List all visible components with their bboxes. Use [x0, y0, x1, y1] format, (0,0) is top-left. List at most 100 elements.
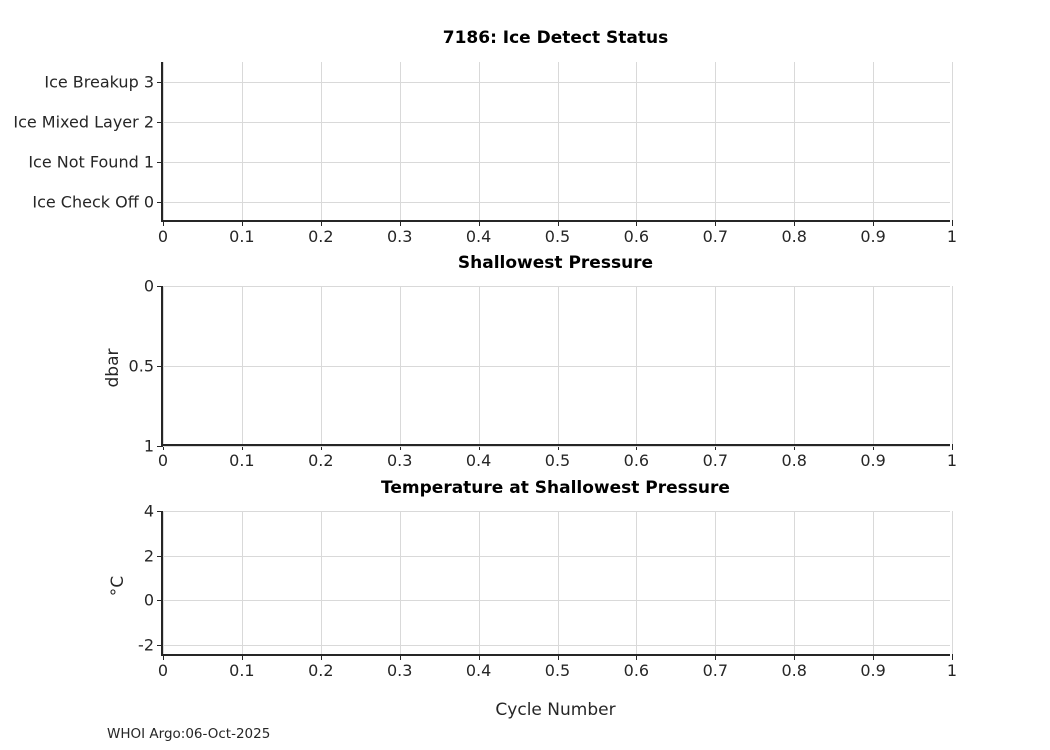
x-axis-tick-label: 0.5 — [544, 661, 571, 680]
plot-area[interactable]: 0 0.1 0.2 0.3 0.4 0.5 0.6 0.7 0.8 0.9 1 Ice Breakup… — [13, 62, 957, 246]
x-axis-tick-label: 0.9 — [860, 451, 886, 470]
x-axis-tick — [399, 220, 401, 226]
x-axis-tick — [320, 654, 322, 660]
x-axis-tick-label: 0.8 — [781, 451, 807, 470]
gridline-vertical — [557, 511, 559, 654]
x-axis-tick — [163, 654, 164, 660]
x-axis-tick-label: 0.1 — [229, 661, 255, 680]
x-axis-tick-label: 0.5 — [544, 227, 571, 246]
y-axis-tick-label: 2 — [143, 546, 154, 566]
y-axis-tick-label: 0 — [143, 276, 154, 296]
x-axis-tick — [241, 654, 243, 660]
x-axis-tick-label: 0.2 — [308, 451, 334, 470]
gridline-vertical — [163, 62, 164, 220]
x-axis-tick — [636, 444, 638, 450]
chart-panel-ice-detect-status: 7186: Ice Detect Status 0 0.1 0.2 0.3 0.4 0.5… — [13, 28, 957, 246]
x-axis-tick-label: 0.9 — [860, 227, 886, 246]
gridline-horizontal — [163, 644, 950, 646]
y-axis-tick-label: -2 — [138, 635, 154, 655]
x-axis-tick-label: 0.5 — [544, 451, 571, 470]
x-axis-tick-label: 0.4 — [465, 661, 492, 680]
gridline-horizontal — [163, 555, 950, 557]
gridline-vertical — [320, 62, 322, 220]
x-axis-tick-label: 0.6 — [623, 661, 650, 680]
gridline-vertical — [557, 286, 559, 444]
gridline-vertical — [873, 286, 875, 444]
gridline-horizontal — [163, 122, 950, 123]
gridline-horizontal — [163, 366, 950, 367]
x-axis-tick — [873, 654, 875, 660]
gridline-vertical — [636, 62, 638, 220]
gridline-horizontal — [163, 162, 950, 163]
x-axis-tick — [399, 654, 401, 660]
x-axis-tick — [873, 220, 875, 226]
x-axis-tick-label: 1 — [946, 451, 958, 470]
y-axis-tick-label: 0.5 — [128, 356, 154, 376]
plot-area[interactable]: 0 0.1 0.2 0.3 0.4 0.5 0.6 0.7 0.8 0.9 1 0 0.5 1 — [129, 277, 958, 471]
y-axis-tick-label: Ice Breakup 3 — [44, 72, 154, 92]
x-axis-tick-label: 0.4 — [465, 451, 492, 470]
plot-area[interactable]: 0 0.1 0.2 0.3 0.4 0.5 0.6 0.7 0.8 0.9 1 4 2 0 -2 — [138, 502, 957, 681]
x-axis-tick — [952, 654, 953, 660]
gridline-vertical — [399, 286, 401, 444]
x-axis-tick-label: 0.8 — [781, 227, 807, 246]
x-axis-tick — [241, 444, 243, 450]
x-axis-tick-label: 0.7 — [702, 451, 729, 470]
gridline-vertical — [399, 511, 401, 654]
gridline-vertical — [163, 511, 164, 654]
x-axis-tick-label: 0.4 — [465, 227, 492, 246]
x-axis-tick — [557, 220, 559, 226]
gridline-vertical — [794, 286, 796, 444]
x-axis-tick-label: 0 — [157, 451, 169, 470]
figure-footer: WHOI Argo:06-Oct-2025 — [107, 726, 271, 742]
x-axis-tick-label: 0.9 — [860, 661, 886, 680]
x-axis-tick-label: 0.3 — [386, 451, 413, 470]
y-axis-tick-label: Ice Not Found 1 — [28, 152, 154, 172]
gridline-vertical — [636, 286, 638, 444]
y-axis-tick — [157, 82, 163, 83]
y-axis-tick — [157, 600, 163, 602]
x-axis-tick — [163, 220, 164, 226]
x-axis-tick — [557, 654, 559, 660]
x-axis-tick-label: 0.6 — [623, 451, 650, 470]
gridline-vertical — [241, 511, 243, 654]
x-axis-tick — [163, 444, 164, 450]
x-axis-label: Cycle Number — [495, 700, 616, 720]
gridline-vertical — [715, 286, 717, 444]
y-axis-tick — [157, 162, 163, 163]
x-axis-tick-label: 0.2 — [308, 661, 334, 680]
x-axis-tick-label: 0 — [157, 661, 169, 680]
x-axis-tick — [794, 654, 796, 660]
gridline-vertical — [636, 511, 638, 654]
x-axis-tick — [794, 220, 796, 226]
x-axis-tick-label: 0.7 — [702, 227, 729, 246]
y-axis-tick — [157, 446, 163, 447]
gridline-vertical — [241, 286, 243, 444]
x-axis-tick — [636, 220, 638, 226]
x-axis-tick — [715, 444, 717, 450]
y-axis-tick — [157, 511, 163, 512]
gridline-vertical — [794, 62, 796, 220]
y-axis-tick-label: Ice Check Off 0 — [32, 192, 154, 212]
gridline-vertical — [557, 62, 559, 220]
x-axis-tick — [557, 444, 559, 450]
gridline-vertical — [873, 62, 875, 220]
x-axis-tick — [873, 444, 875, 450]
y-axis-tick — [157, 555, 163, 557]
gridline-horizontal — [163, 446, 950, 447]
x-axis-tick — [715, 654, 717, 660]
y-axis-tick — [157, 644, 163, 646]
y-axis-tick-label: 4 — [143, 501, 154, 521]
y-axis-tick-label: 1 — [143, 436, 154, 456]
x-axis-tick-label: 0 — [157, 227, 169, 246]
gridline-vertical — [952, 286, 953, 444]
chart-title: Shallowest Pressure — [457, 253, 654, 273]
gridline-horizontal — [163, 82, 950, 83]
gridline-vertical — [873, 511, 875, 654]
x-axis-tick — [320, 444, 322, 450]
y-axis-label: °C — [108, 575, 128, 597]
y-axis-tick-label: 0 — [143, 590, 154, 610]
x-axis-tick-label: 0.8 — [781, 661, 807, 680]
gridline-vertical — [952, 62, 953, 220]
